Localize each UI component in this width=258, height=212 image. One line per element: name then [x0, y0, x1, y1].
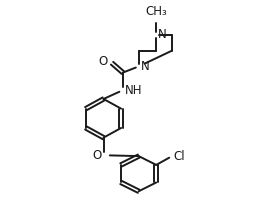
Text: N: N: [140, 60, 149, 73]
Text: N: N: [158, 28, 167, 41]
Text: Cl: Cl: [174, 150, 186, 163]
Text: CH₃: CH₃: [145, 5, 167, 18]
Text: O: O: [99, 55, 108, 68]
Text: NH: NH: [125, 84, 142, 97]
Text: O: O: [93, 149, 102, 162]
